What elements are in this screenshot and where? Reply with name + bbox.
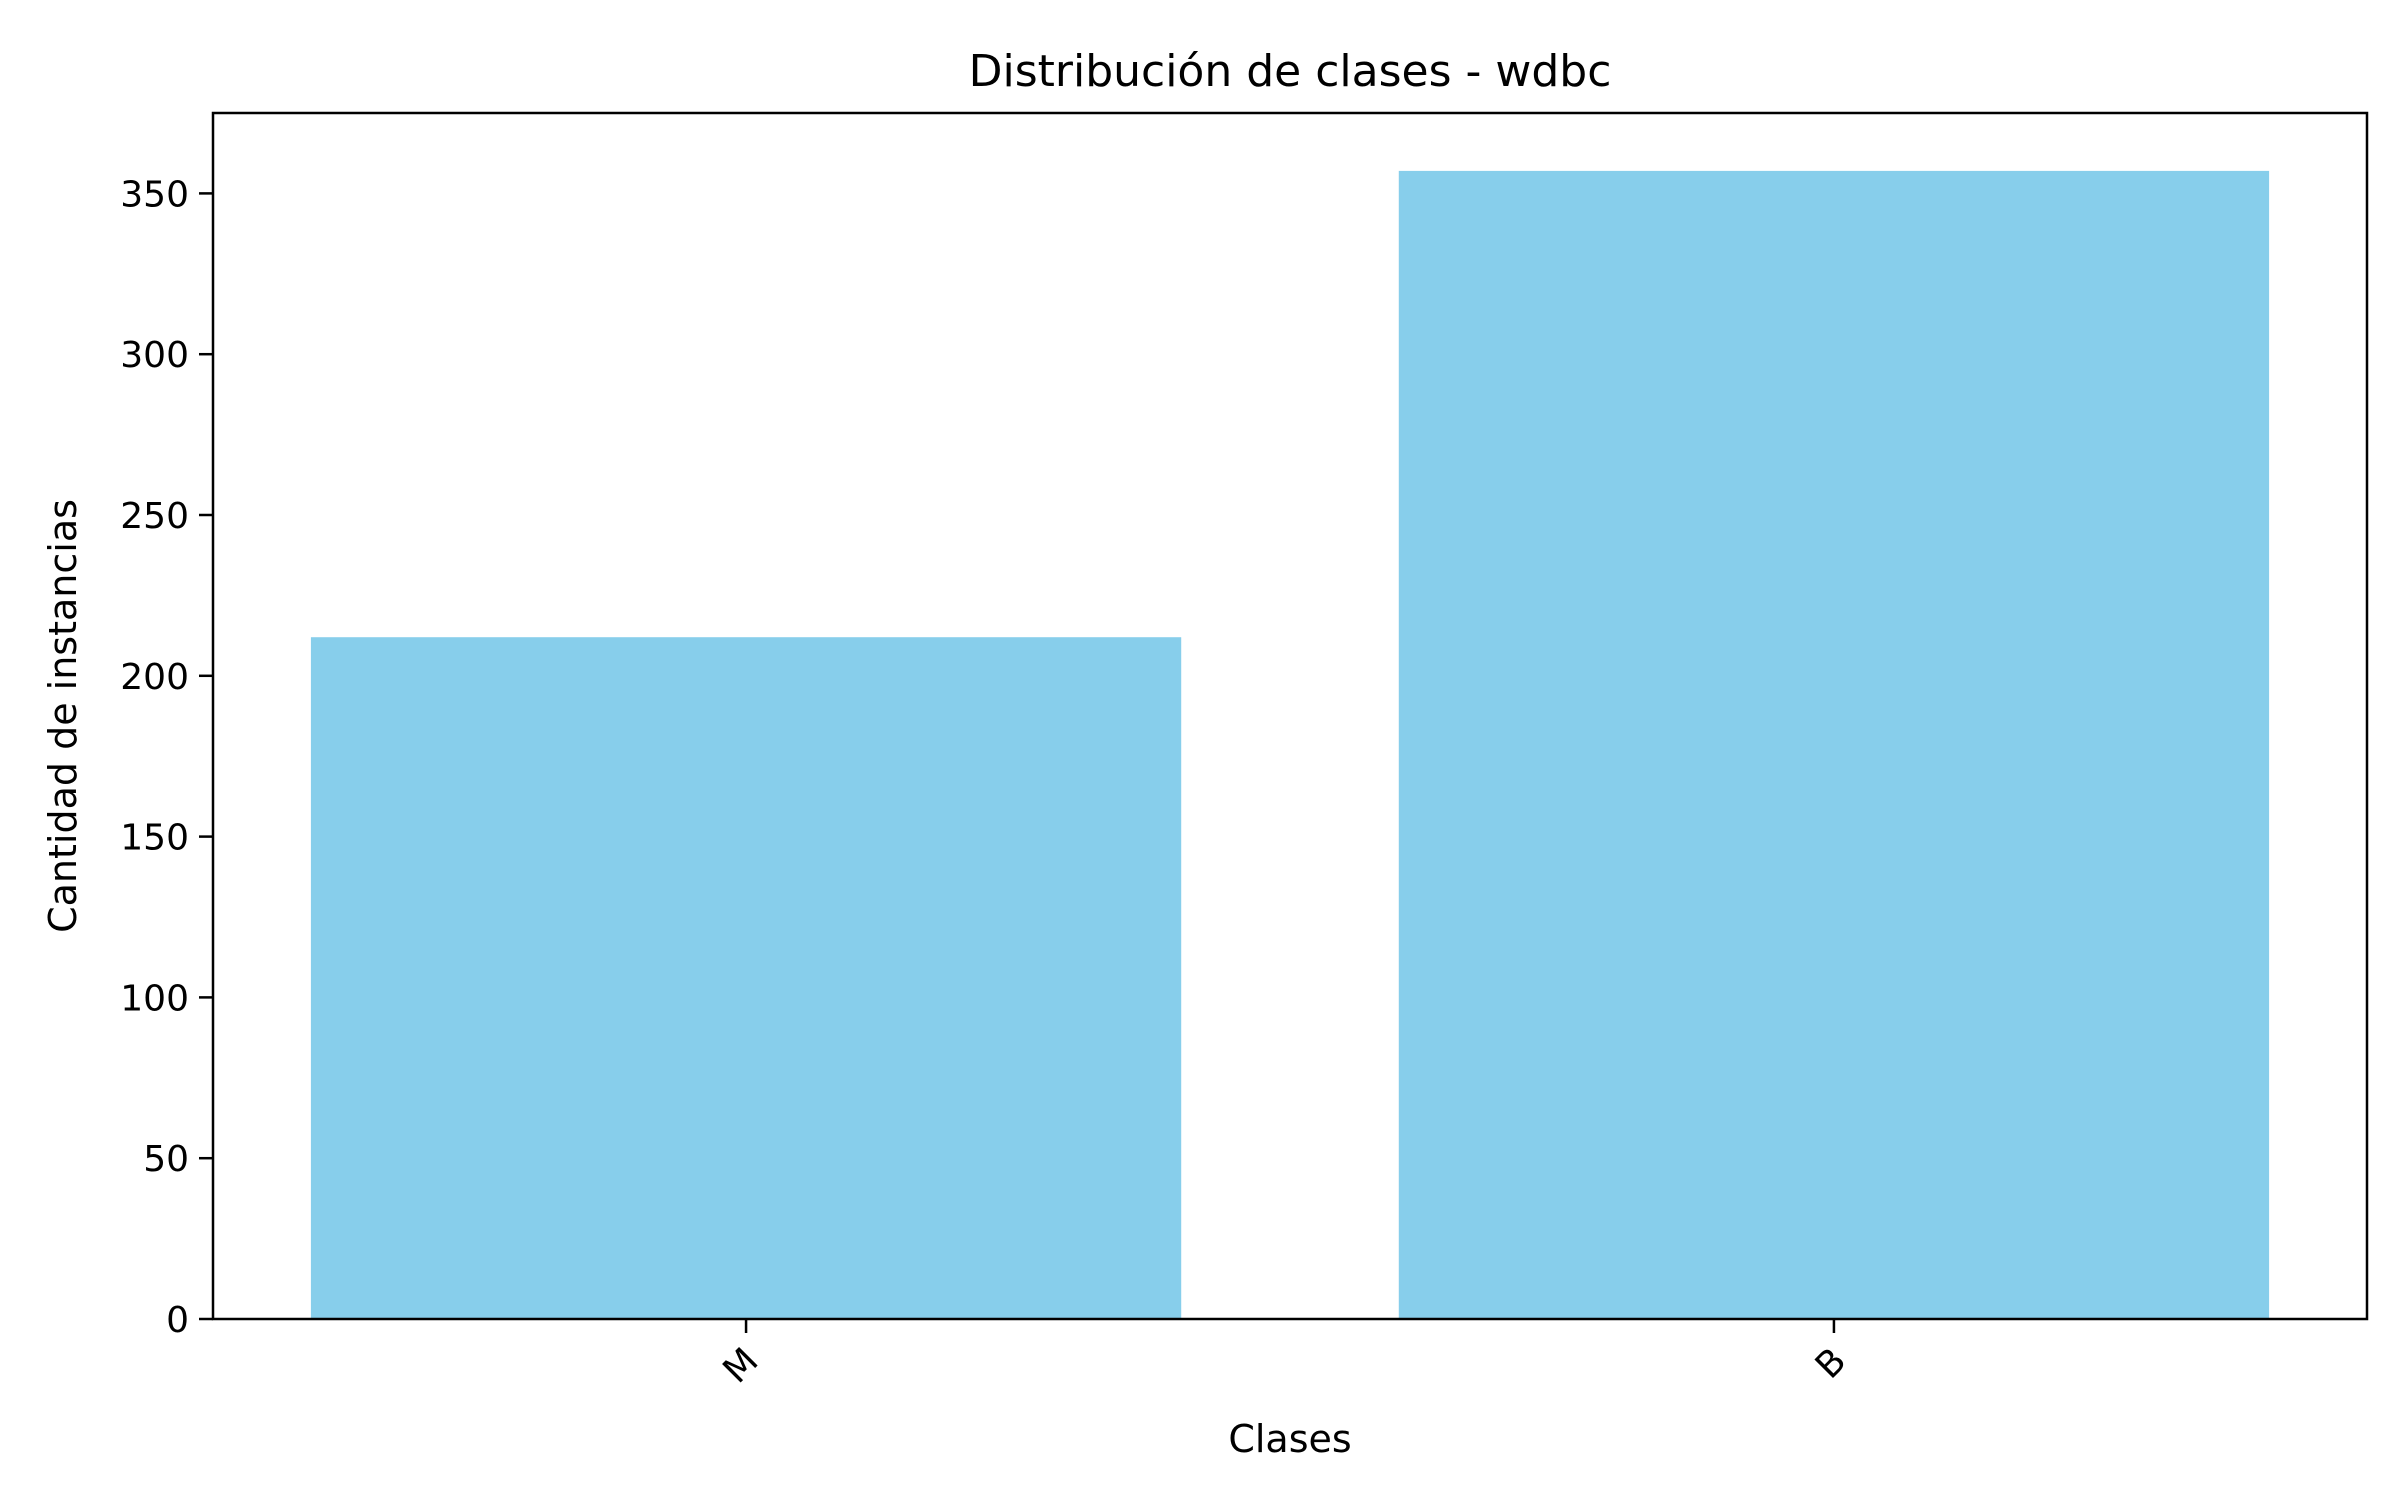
y-tick-label: 100 — [120, 978, 189, 1019]
y-tick-label: 200 — [120, 657, 189, 698]
y-tick-label: 0 — [166, 1300, 189, 1341]
chart-title: Distribución de clases - wdbc — [969, 46, 1612, 97]
y-tick-label: 150 — [120, 818, 189, 859]
bar-m — [310, 637, 1182, 1319]
y-tick-label: 50 — [143, 1139, 189, 1180]
y-tick-label: 300 — [120, 335, 189, 376]
y-axis: 0 50 100 150 200 250 300 350 — [120, 174, 213, 1341]
y-tick-label: 350 — [120, 174, 189, 215]
y-axis-title: Cantidad de instancias — [41, 499, 85, 933]
bars-layer — [310, 170, 2270, 1320]
plot-frame — [211, 111, 2369, 1321]
x-axis-title: Clases — [1228, 1417, 1351, 1461]
bar-b — [1398, 170, 2270, 1320]
x-tick-label: B — [1808, 1340, 1854, 1386]
y-tick-label: 250 — [120, 496, 189, 537]
x-tick-label: M — [715, 1340, 766, 1391]
